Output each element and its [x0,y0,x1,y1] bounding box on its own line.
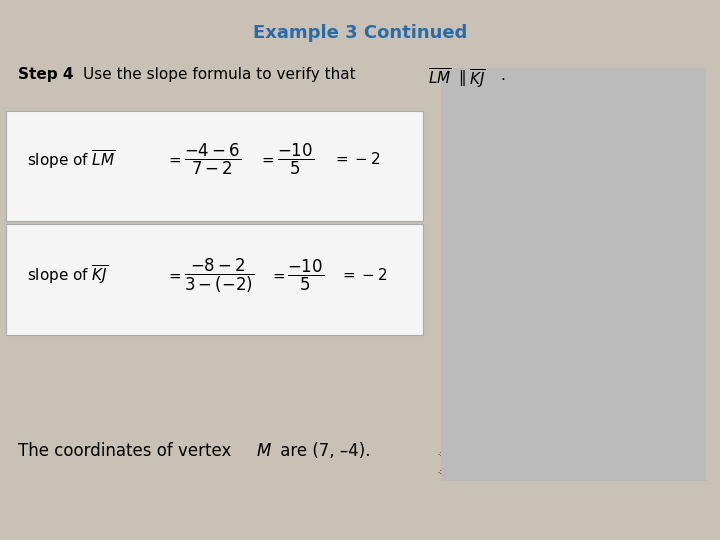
Text: Use the slope formula to verify that: Use the slope formula to verify that [83,68,356,83]
Text: J: J [589,427,593,436]
Text: $= -2$: $= -2$ [333,151,380,167]
Text: $\dfrac{-10}{5}$: $\dfrac{-10}{5}$ [287,258,324,293]
Text: $\dfrac{-4 - 6}{7 - 2}$: $\dfrac{-4 - 6}{7 - 2}$ [184,141,241,177]
Text: slope of $\overline{LM}$: slope of $\overline{LM}$ [27,148,116,171]
Text: K: K [493,223,501,233]
Text: $\dfrac{-8 - 2}{3 - (-2)}$: $\dfrac{-8 - 2}{3 - (-2)}$ [184,256,254,294]
Text: $M$: $M$ [256,442,271,460]
Text: $= -2$: $= -2$ [340,267,387,284]
Text: $\overline{LM}$: $\overline{LM}$ [428,68,452,87]
Text: $=$: $=$ [166,268,181,283]
Text: $=$: $=$ [270,268,286,283]
Text: $=$: $=$ [259,152,275,167]
Text: .: . [500,68,505,83]
Text: Example 3 Continued: Example 3 Continued [253,24,467,42]
Text: $=$: $=$ [166,152,181,167]
Text: slope of $\overline{KJ}$: slope of $\overline{KJ}$ [27,264,109,287]
Text: $\dfrac{-10}{5}$: $\dfrac{-10}{5}$ [277,141,315,177]
Text: M: M [648,334,658,344]
Text: The coordinates of vertex: The coordinates of vertex [18,442,237,460]
Text: $\|$: $\|$ [458,68,466,87]
Text: L: L [576,145,582,155]
Text: $\overline{KJ}$: $\overline{KJ}$ [469,68,486,91]
Text: are (7, –4).: are (7, –4). [275,442,371,460]
Text: Step 4: Step 4 [18,68,73,83]
